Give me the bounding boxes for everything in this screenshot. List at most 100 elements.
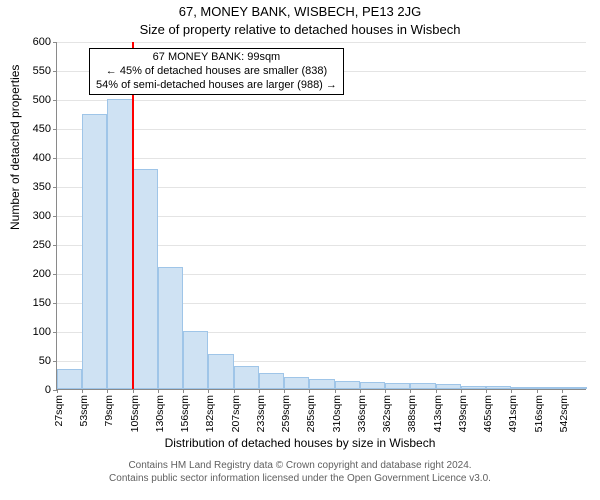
xtick-mark: [486, 389, 487, 393]
bar: [133, 169, 158, 389]
xtick-label: 130sqm: [154, 395, 166, 432]
ytick-mark: [53, 274, 57, 275]
chart-subtitle: Size of property relative to detached ho…: [0, 22, 600, 37]
xtick-mark: [309, 389, 310, 393]
xtick-label: 439sqm: [457, 395, 469, 432]
xtick-mark: [537, 389, 538, 393]
bar: [284, 377, 309, 389]
xtick-mark: [335, 389, 336, 393]
ytick-mark: [53, 42, 57, 43]
ytick-mark: [53, 245, 57, 246]
gridline: [57, 42, 586, 43]
xtick-mark: [284, 389, 285, 393]
bar: [461, 386, 486, 389]
plot-area: 05010015020025030035040045050055060027sq…: [56, 42, 586, 390]
bar: [562, 387, 587, 389]
chart-container: 67, MONEY BANK, WISBECH, PE13 2JG Size o…: [0, 0, 600, 500]
bar: [82, 114, 107, 390]
bar: [158, 267, 183, 389]
x-axis-label: Distribution of detached houses by size …: [0, 436, 600, 450]
bar: [183, 331, 208, 389]
xtick-mark: [183, 389, 184, 393]
ytick-mark: [53, 332, 57, 333]
xtick-mark: [133, 389, 134, 393]
xtick-mark: [234, 389, 235, 393]
ytick-label: 50: [39, 355, 51, 367]
bar: [107, 99, 132, 389]
bar: [537, 387, 562, 389]
ytick-label: 250: [33, 239, 51, 251]
y-axis-label: Number of detached properties: [8, 65, 22, 230]
ytick-label: 0: [45, 384, 51, 396]
xtick-label: 336sqm: [356, 395, 368, 432]
bar: [511, 387, 536, 389]
xtick-mark: [158, 389, 159, 393]
xtick-label: 413sqm: [432, 395, 444, 432]
ytick-mark: [53, 158, 57, 159]
bar: [57, 369, 82, 389]
bar: [360, 382, 385, 389]
bar: [385, 383, 410, 389]
ytick-label: 450: [33, 123, 51, 135]
page-title: 67, MONEY BANK, WISBECH, PE13 2JG: [0, 4, 600, 19]
xtick-label: 310sqm: [331, 395, 343, 432]
ytick-mark: [53, 303, 57, 304]
xtick-label: 491sqm: [507, 395, 519, 432]
xtick-label: 362sqm: [381, 395, 393, 432]
xtick-mark: [436, 389, 437, 393]
ytick-mark: [53, 216, 57, 217]
xtick-mark: [57, 389, 58, 393]
bar: [335, 381, 360, 389]
xtick-label: 182sqm: [204, 395, 216, 432]
bar: [486, 386, 511, 389]
xtick-label: 285sqm: [305, 395, 317, 432]
xtick-label: 156sqm: [179, 395, 191, 432]
xtick-label: 259sqm: [280, 395, 292, 432]
xtick-mark: [461, 389, 462, 393]
bar: [410, 383, 435, 389]
xtick-mark: [410, 389, 411, 393]
xtick-label: 465sqm: [482, 395, 494, 432]
xtick-label: 233sqm: [255, 395, 267, 432]
ytick-label: 400: [33, 152, 51, 164]
ytick-mark: [53, 361, 57, 362]
xtick-label: 542sqm: [558, 395, 570, 432]
ytick-label: 500: [33, 94, 51, 106]
xtick-mark: [360, 389, 361, 393]
gridline: [57, 158, 586, 159]
ytick-label: 300: [33, 210, 51, 222]
xtick-mark: [259, 389, 260, 393]
annotation-line2: ← 45% of detached houses are smaller (83…: [96, 65, 337, 79]
xtick-label: 53sqm: [78, 395, 90, 427]
xtick-label: 27sqm: [53, 395, 65, 427]
gridline: [57, 100, 586, 101]
xtick-mark: [511, 389, 512, 393]
xtick-label: 105sqm: [129, 395, 141, 432]
ytick-mark: [53, 129, 57, 130]
ytick-label: 550: [33, 65, 51, 77]
ytick-mark: [53, 71, 57, 72]
gridline: [57, 129, 586, 130]
ytick-label: 200: [33, 268, 51, 280]
xtick-label: 207sqm: [230, 395, 242, 432]
ytick-label: 100: [33, 326, 51, 338]
ytick-label: 350: [33, 181, 51, 193]
xtick-mark: [385, 389, 386, 393]
bar: [208, 354, 233, 389]
ytick-mark: [53, 100, 57, 101]
annotation-box: 67 MONEY BANK: 99sqm ← 45% of detached h…: [89, 48, 344, 95]
xtick-label: 388sqm: [406, 395, 418, 432]
ytick-mark: [53, 187, 57, 188]
bar: [234, 366, 259, 389]
annotation-line1: 67 MONEY BANK: 99sqm: [96, 51, 337, 65]
xtick-mark: [107, 389, 108, 393]
xtick-label: 79sqm: [103, 395, 115, 427]
ytick-label: 600: [33, 36, 51, 48]
xtick-mark: [208, 389, 209, 393]
xtick-label: 516sqm: [533, 395, 545, 432]
bar: [259, 373, 284, 389]
footer-line2: Contains public sector information licen…: [0, 473, 600, 486]
xtick-mark: [82, 389, 83, 393]
footer: Contains HM Land Registry data © Crown c…: [0, 460, 600, 485]
bar: [309, 379, 334, 389]
